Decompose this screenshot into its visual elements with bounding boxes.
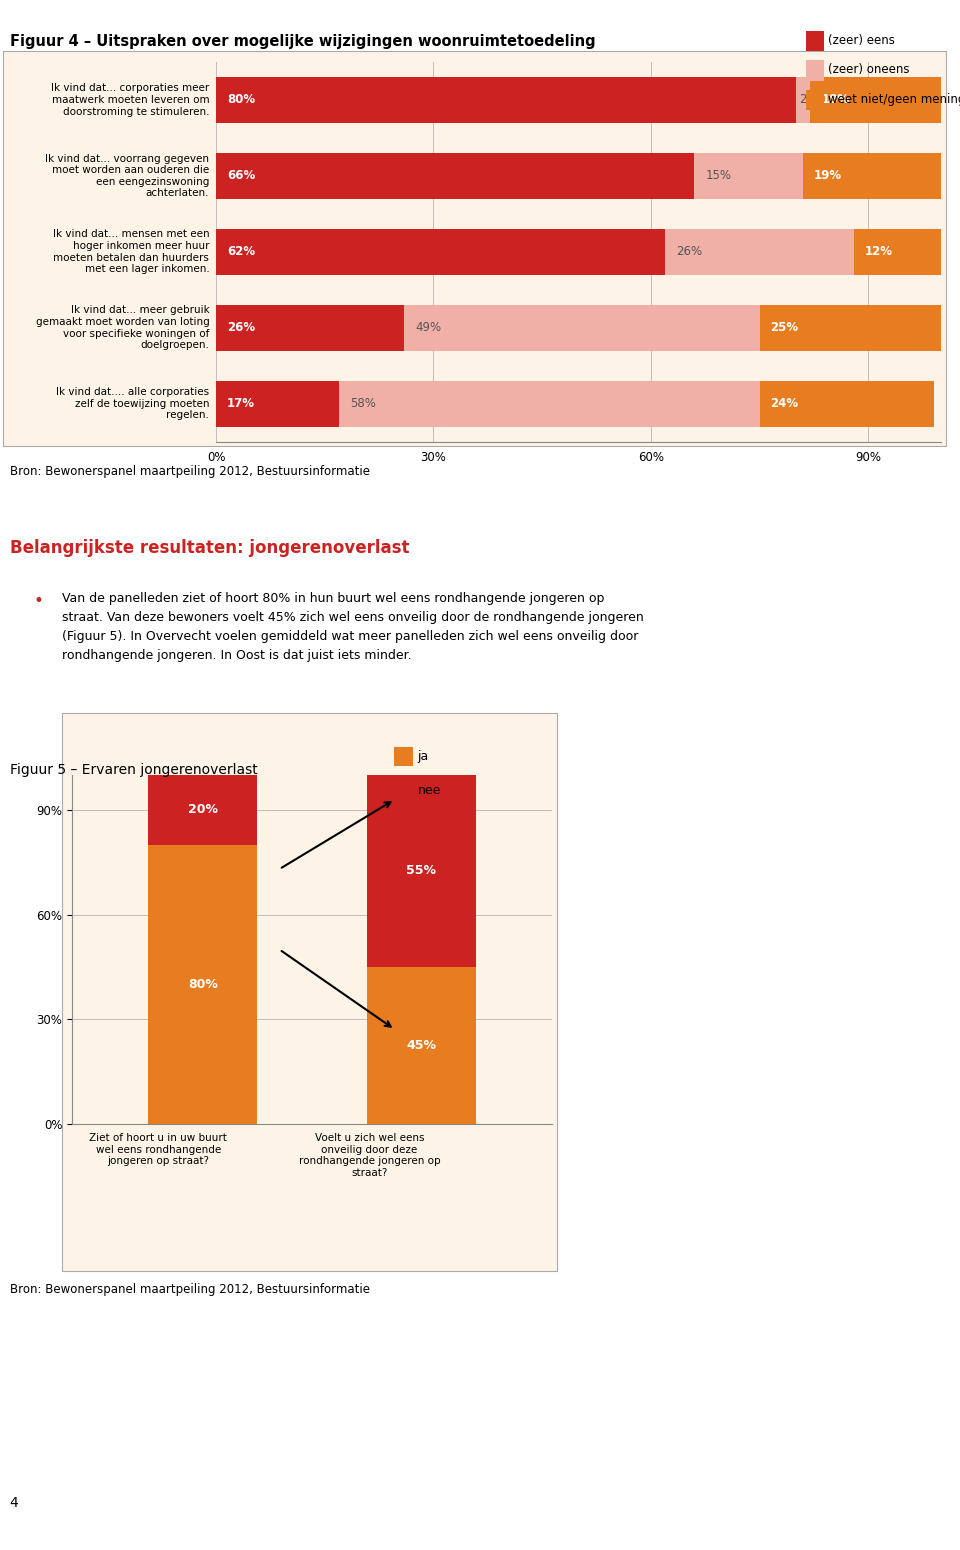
Text: (zeer) oneens: (zeer) oneens	[828, 64, 909, 76]
Text: 17%: 17%	[227, 397, 254, 411]
Bar	[804, 153, 941, 198]
Text: 4: 4	[10, 1496, 18, 1510]
Bar	[853, 229, 941, 274]
Text: 55%: 55%	[406, 865, 436, 877]
Text: Ziet of hoort u in uw buurt
wel eens rondhangende
jongeren op straat?: Ziet of hoort u in uw buurt wel eens ron…	[89, 1133, 228, 1166]
Bar	[759, 305, 941, 350]
Bar	[216, 78, 796, 122]
Bar	[796, 78, 810, 122]
Bar	[216, 381, 339, 426]
Bar	[367, 775, 475, 967]
Bar	[216, 153, 694, 198]
Bar	[810, 78, 941, 122]
Bar	[665, 229, 853, 274]
Bar	[149, 845, 257, 1124]
Text: 20%: 20%	[188, 803, 218, 817]
Text: Ik vind dat... mensen met een
hoger inkomen meer huur
moeten betalen dan huurder: Ik vind dat... mensen met een hoger inko…	[53, 229, 209, 274]
Text: Bron: Bewonerspanel maartpeiling 2012, Bestuursinformatie: Bron: Bewonerspanel maartpeiling 2012, B…	[10, 465, 370, 477]
Text: 26%: 26%	[676, 245, 703, 259]
Text: Ik vind dat... corporaties meer
maatwerk moeten leveren om
doorstroming te stimu: Ik vind dat... corporaties meer maatwerk…	[51, 84, 209, 116]
Text: •: •	[34, 592, 43, 611]
Text: nee: nee	[418, 784, 441, 797]
Text: weet niet/geen mening: weet niet/geen mening	[828, 93, 960, 105]
Text: 80%: 80%	[188, 978, 218, 990]
Text: 80%: 80%	[227, 93, 255, 107]
Text: 2%: 2%	[800, 93, 818, 107]
Text: 19%: 19%	[814, 169, 842, 183]
Text: ja: ja	[418, 750, 429, 763]
Bar	[216, 229, 665, 274]
Text: Figuur 4 – Uitspraken over mogelijke wijzigingen woonruimtetoedeling: Figuur 4 – Uitspraken over mogelijke wij…	[10, 34, 595, 50]
Bar	[694, 153, 804, 198]
Text: 12%: 12%	[865, 245, 893, 259]
Text: Ik vind dat... voorrang gegeven
moet worden aan ouderen die
een eengezinswoning
: Ik vind dat... voorrang gegeven moet wor…	[45, 153, 209, 198]
Text: 66%: 66%	[227, 169, 255, 183]
Text: Ik vind dat... meer gebruik
gemaakt moet worden van loting
voor specifieke wonin: Ik vind dat... meer gebruik gemaakt moet…	[36, 305, 209, 350]
Text: (zeer) eens: (zeer) eens	[828, 34, 895, 46]
Text: Van de panelleden ziet of hoort 80% in hun buurt wel eens rondhangende jongeren : Van de panelleden ziet of hoort 80% in h…	[62, 592, 644, 662]
Bar	[404, 305, 759, 350]
Bar	[216, 305, 404, 350]
Text: 45%: 45%	[406, 1038, 436, 1052]
Bar	[759, 381, 933, 426]
Text: 24%: 24%	[771, 397, 799, 411]
Bar	[149, 775, 257, 845]
Text: 15%: 15%	[706, 169, 732, 183]
Text: Bron: Bewonerspanel maartpeiling 2012, Bestuursinformatie: Bron: Bewonerspanel maartpeiling 2012, B…	[10, 1283, 370, 1296]
Text: 25%: 25%	[771, 321, 799, 335]
Text: 62%: 62%	[227, 245, 255, 259]
Text: 58%: 58%	[350, 397, 376, 411]
Text: 18%: 18%	[821, 93, 850, 107]
Text: Figuur 5 – Ervaren jongerenoverlast: Figuur 5 – Ervaren jongerenoverlast	[10, 763, 257, 777]
Bar	[339, 381, 759, 426]
Text: 26%: 26%	[227, 321, 255, 335]
Text: Belangrijkste resultaten: jongerenoverlast: Belangrijkste resultaten: jongerenoverla…	[10, 539, 409, 558]
Text: 49%: 49%	[416, 321, 442, 335]
Text: Ik vind dat.... alle corporaties
zelf de toewijzing moeten
regelen.: Ik vind dat.... alle corporaties zelf de…	[56, 388, 209, 420]
Text: Voelt u zich wel eens
onveilig door deze
rondhangende jongeren op
straat?: Voelt u zich wel eens onveilig door deze…	[299, 1133, 441, 1178]
Bar	[367, 967, 475, 1124]
